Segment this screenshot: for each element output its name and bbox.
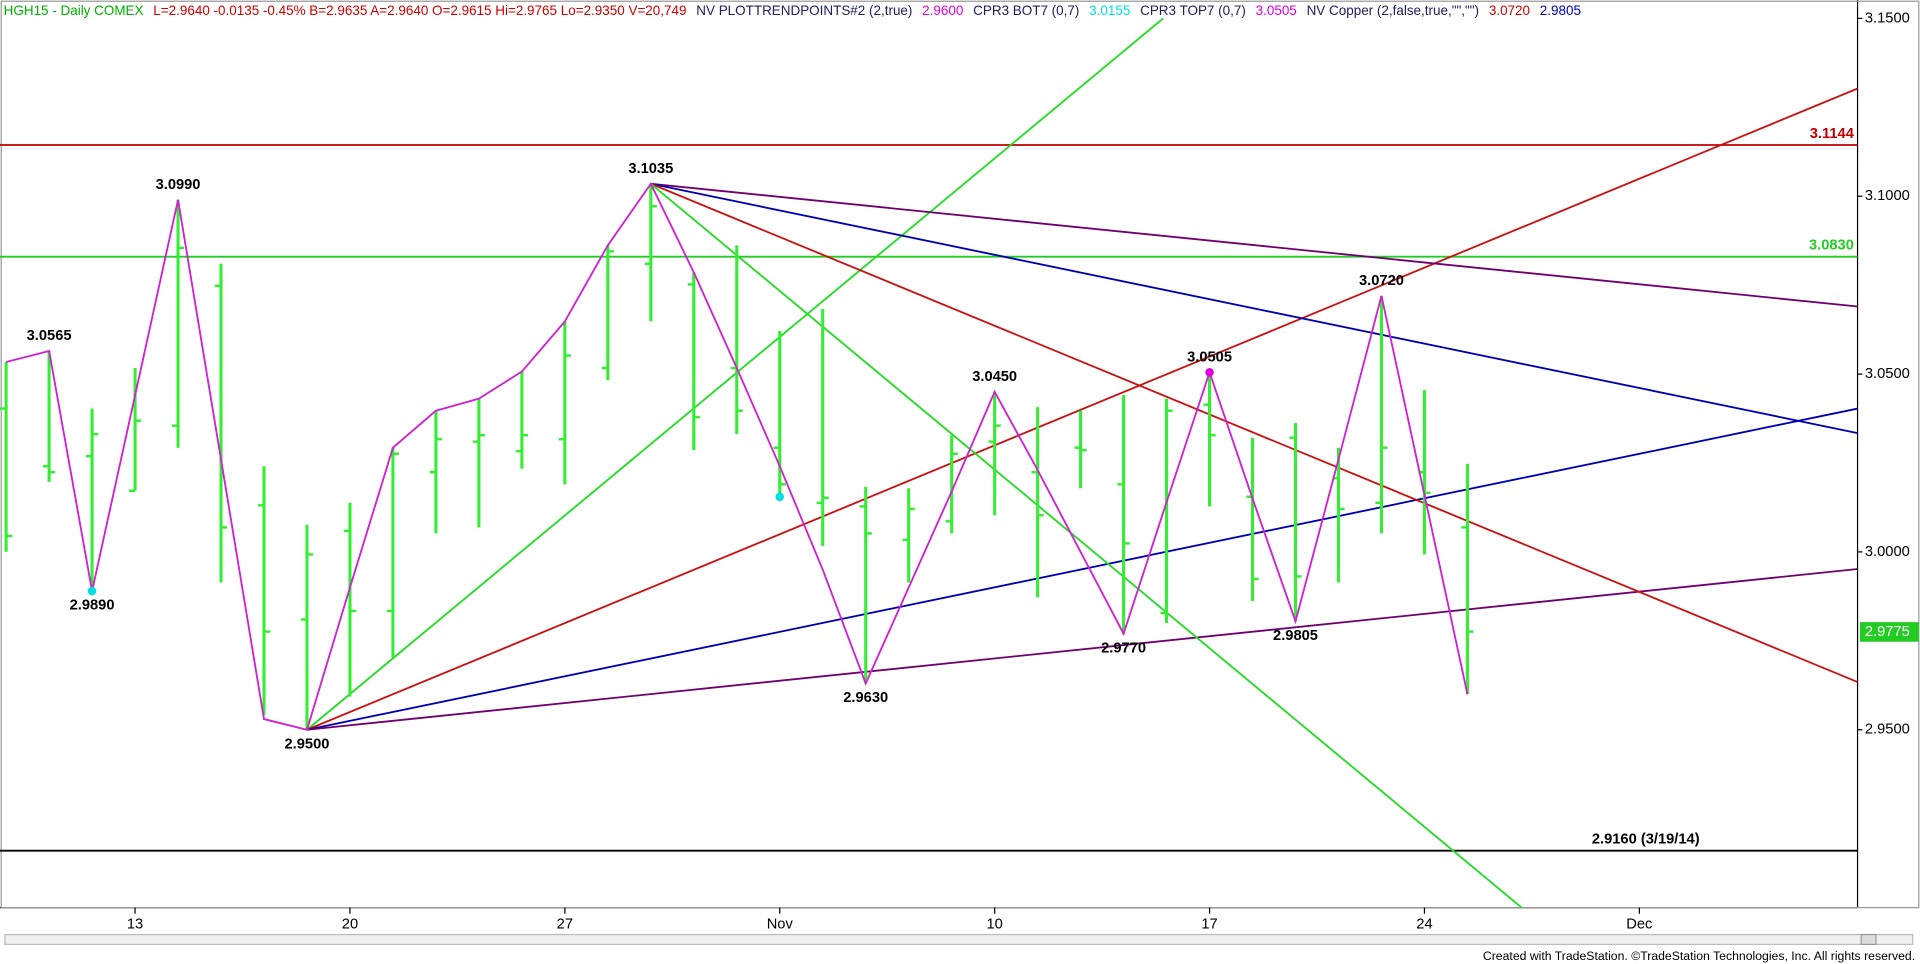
- header: HGH15 - Daily COMEX L=2.9640 -0.0135 -0.4…: [4, 3, 1581, 18]
- dot: [87, 586, 97, 596]
- header-item: NV Copper (2,false,true,"",""): [1307, 3, 1479, 18]
- swing-label: 3.1035: [628, 161, 673, 177]
- header-item: 3.0155: [1089, 3, 1130, 18]
- plot-area: [0, 17, 1858, 908]
- trendline: [306, 87, 1858, 731]
- y-tick-label: 3.1500: [1865, 10, 1910, 26]
- last-price-label: 2.9775: [1865, 624, 1910, 640]
- x-tick-label: 17: [1201, 917, 1217, 933]
- swing-label: 2.9770: [1101, 640, 1146, 656]
- footer: Created with TradeStation. ©TradeStation…: [1483, 949, 1915, 963]
- swing-label: 2.9805: [1273, 628, 1318, 644]
- header-item: HGH15 - Daily COMEX: [4, 3, 144, 18]
- zigzag-line: [5, 181, 1469, 731]
- scrollbar[interactable]: [4, 933, 1914, 945]
- swing-label: 3.0505: [1187, 349, 1232, 365]
- header-item: CPR3 BOT7 (0,7): [973, 3, 1079, 18]
- y-tick-label: 3.0000: [1865, 544, 1910, 560]
- x-tick-label: 24: [1416, 917, 1432, 933]
- trendline: [306, 407, 1858, 731]
- trendline: [650, 182, 1858, 308]
- x-tick-label: Nov: [767, 917, 794, 933]
- trendline: [306, 568, 1858, 731]
- x-tick-label: 10: [986, 917, 1002, 933]
- dot: [775, 492, 785, 502]
- trendline: [306, 17, 1164, 731]
- trendline: [650, 182, 1858, 435]
- trendline: [650, 182, 1858, 683]
- last-price-box: [1860, 622, 1919, 642]
- swing-label: 2.9630: [843, 690, 888, 706]
- swing-label: 3.0720: [1359, 273, 1404, 289]
- swing-label: 2.9890: [70, 598, 115, 614]
- frame: [0, 0, 1920, 909]
- y-tick-label: 3.1000: [1865, 188, 1910, 204]
- header-item: 2.9600: [922, 3, 963, 18]
- swing-label: 3.0450: [972, 369, 1017, 385]
- swing-label: 3.0990: [156, 177, 201, 193]
- header-item: 3.0720: [1489, 3, 1530, 18]
- y-tick-label: 3.0500: [1865, 366, 1910, 382]
- y-tick-label: 2.9500: [1865, 722, 1910, 738]
- level-label: 3.0830: [1809, 238, 1854, 254]
- header-item: 3.0505: [1256, 3, 1297, 18]
- header-item: L=2.9640 -0.0135 -0.45% B=2.9635 A=2.964…: [153, 3, 686, 18]
- header-item: NV PLOTTRENDPOINTS#2 (2,true): [696, 3, 912, 18]
- x-tick-label: 20: [342, 917, 358, 933]
- level-label: 2.9160 (3/19/14): [1592, 832, 1700, 848]
- x-tick-label: 13: [127, 917, 143, 933]
- header-item: CPR3 TOP7 (0,7): [1140, 3, 1246, 18]
- x-tick-label: 27: [557, 917, 573, 933]
- scroll-thumb[interactable]: [1860, 933, 1877, 945]
- dot: [1205, 368, 1214, 377]
- level-label: 3.1144: [1810, 126, 1855, 142]
- swing-label: 2.9500: [285, 736, 330, 752]
- x-tick-label: Dec: [1626, 917, 1652, 933]
- header-item: 2.9805: [1540, 3, 1581, 18]
- trendline: [650, 183, 1524, 908]
- swing-label: 3.0565: [27, 328, 72, 344]
